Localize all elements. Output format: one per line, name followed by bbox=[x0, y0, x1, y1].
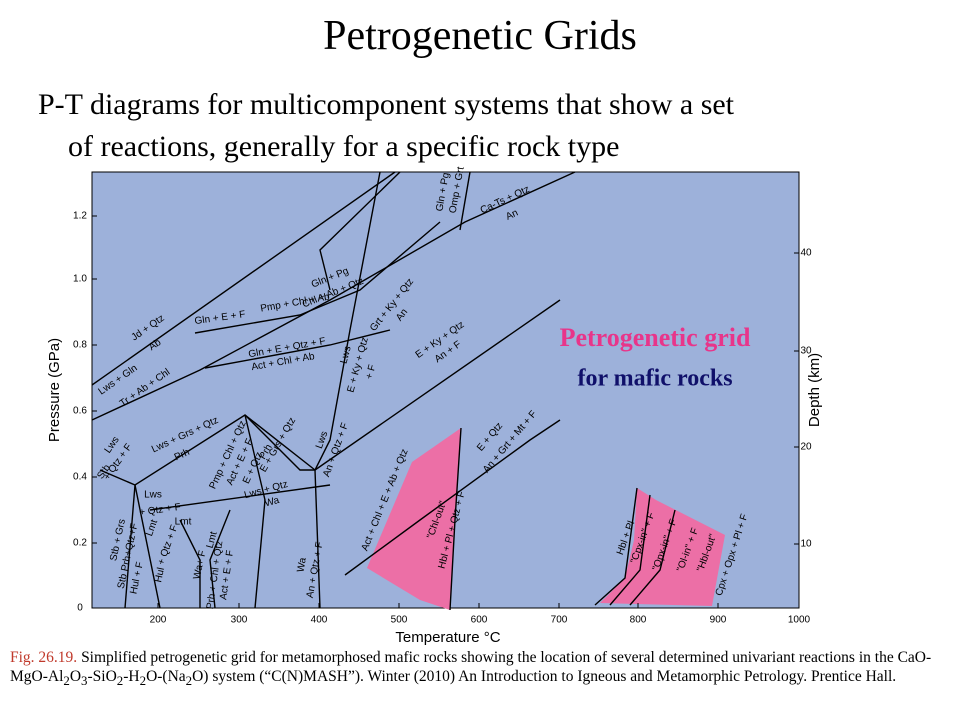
caption-text: -SiO bbox=[87, 668, 117, 685]
caption-label: Fig. 26.19. bbox=[10, 649, 78, 666]
x-tick-label: 800 bbox=[630, 615, 647, 626]
y-tick-label: 1.0 bbox=[73, 274, 87, 285]
x-tick-label: 400 bbox=[311, 615, 328, 626]
reaction-label: + F bbox=[364, 363, 378, 380]
shaded-region bbox=[367, 428, 461, 610]
caption-text: O bbox=[69, 668, 82, 685]
y2-tick-label: 40 bbox=[800, 248, 812, 259]
y2-axis-label: Depth (km) bbox=[806, 353, 823, 427]
y-tick-label: 0.6 bbox=[73, 406, 87, 417]
x-tick-label: 600 bbox=[471, 615, 488, 626]
figure: Petrogenetic grid for mafic rocks Temper… bbox=[46, 166, 823, 646]
reaction-label: Wa bbox=[264, 495, 281, 510]
reaction-label: Lmt bbox=[175, 517, 192, 528]
slide-title: Petrogenetic Grids bbox=[323, 13, 637, 59]
caption-subscript: 2 bbox=[63, 673, 70, 689]
reaction-label: An bbox=[504, 208, 520, 223]
reaction-label: Lws bbox=[144, 490, 162, 501]
caption-subscript: 2 bbox=[116, 673, 124, 689]
caption-text: O) system (“C(N)MASH”). Winter (2010) An… bbox=[192, 668, 897, 685]
y2-tick-label: 20 bbox=[800, 442, 812, 453]
reaction-label: Lws bbox=[339, 345, 354, 365]
x-tick-label: 1000 bbox=[788, 615, 811, 626]
reaction-label: Wa bbox=[295, 556, 308, 573]
y-tick-label: 0.2 bbox=[73, 538, 87, 549]
callout-line: Petrogenetic grid bbox=[560, 323, 751, 352]
y-tick-label: 1.2 bbox=[73, 211, 87, 222]
x-tick-label: 200 bbox=[150, 615, 167, 626]
caption-subscript: 3 bbox=[81, 673, 88, 689]
caption-text: O-(Na bbox=[146, 668, 186, 685]
reaction-label: Lmt bbox=[144, 518, 160, 538]
caption-subscript: 2 bbox=[139, 673, 147, 689]
x-tick-label: 700 bbox=[551, 615, 568, 626]
caption-subscript: 2 bbox=[185, 673, 193, 689]
y2-tick-label: 30 bbox=[800, 346, 812, 357]
reaction-curves bbox=[91, 171, 676, 611]
y-tick-label: 0 bbox=[77, 603, 83, 614]
caption-text: -H bbox=[123, 668, 140, 685]
bullet-line: P-T diagrams for multicomponent systems … bbox=[38, 88, 735, 121]
reaction-label: Hul bbox=[153, 567, 167, 584]
y-axis-label: Pressure (GPa) bbox=[46, 338, 63, 442]
x-tick-label: 900 bbox=[710, 615, 727, 626]
y-tick-label: 0.8 bbox=[73, 340, 87, 351]
caption: Fig. 26.19. Simplified petrogenetic grid… bbox=[10, 648, 950, 690]
caption-text: Simplified petrogenetic grid for metamor… bbox=[10, 649, 932, 685]
bullet-line: of reactions, generally for a specific r… bbox=[68, 130, 620, 163]
x-axis-label: Temperature °C bbox=[395, 629, 500, 646]
x-tick-label: 300 bbox=[231, 615, 248, 626]
y-tick-label: 0.4 bbox=[73, 472, 87, 483]
x-tick-label: 500 bbox=[391, 615, 408, 626]
shaded-region bbox=[600, 488, 725, 606]
y2-tick-label: 10 bbox=[800, 539, 812, 550]
reaction-label: Lmt bbox=[205, 530, 220, 549]
callout-line: for mafic rocks bbox=[577, 366, 732, 392]
